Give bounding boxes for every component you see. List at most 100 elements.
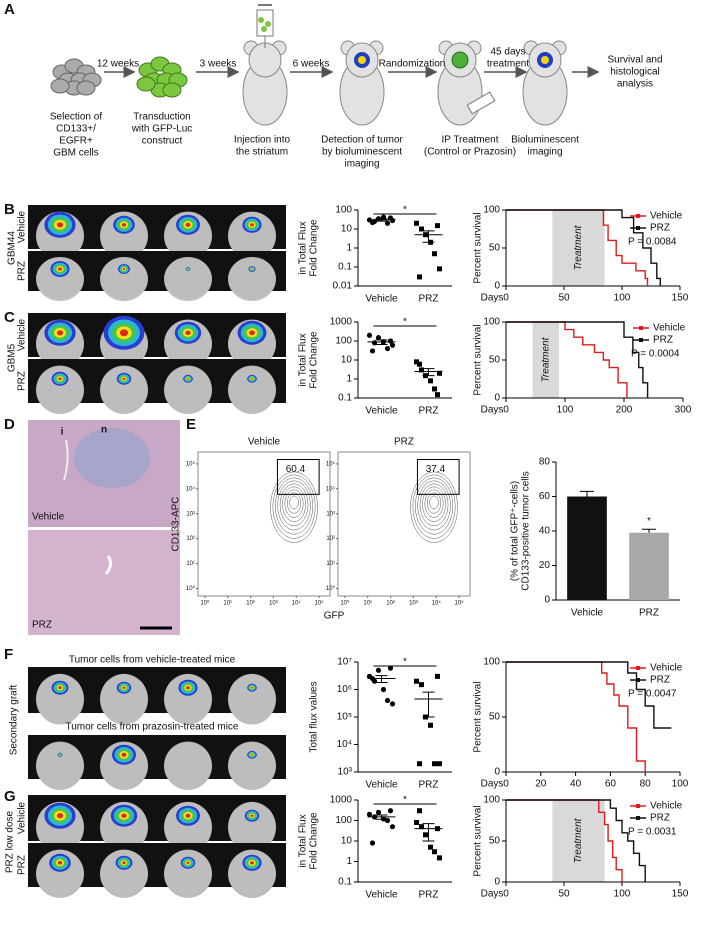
legend-marker (639, 338, 643, 342)
legend-marker (636, 214, 640, 218)
point (384, 817, 391, 824)
y-tick-label: 0.01 (333, 281, 353, 292)
survival-curve (506, 321, 628, 398)
x-tick-label: 60 (605, 779, 617, 790)
cell (162, 82, 182, 98)
mouse-head (164, 257, 212, 301)
mouse-head (164, 673, 212, 725)
error-bar (642, 528, 656, 533)
mouse-head (36, 673, 84, 725)
mouse-head (100, 257, 148, 301)
step-caption: Selection of (50, 112, 102, 123)
flow-plot (336, 451, 471, 598)
plot-frame (197, 451, 331, 597)
point (419, 824, 424, 830)
bioluminescence (185, 330, 191, 335)
y-axis-label: Fold Change (309, 219, 320, 277)
mouse-injection (242, 40, 288, 126)
treatment-window (532, 322, 560, 398)
point (369, 840, 376, 846)
y-tick-label: 0 (544, 595, 550, 606)
y-tick-label: 10 (341, 836, 353, 847)
error-bar (580, 490, 594, 497)
image-panel-f (28, 667, 286, 790)
flow-plot (196, 451, 331, 598)
legend-label: Vehicle (650, 801, 683, 812)
y-axis-label: in Total Flux (298, 333, 309, 386)
point (437, 370, 442, 376)
point (375, 335, 382, 341)
point (375, 809, 382, 815)
point (366, 811, 373, 817)
y-tick-label: 10³ (186, 511, 195, 517)
y-tick-label: 100 (483, 317, 500, 328)
bioluminescence (121, 223, 127, 227)
bioluminescence (251, 378, 253, 380)
mouse-head (36, 741, 84, 790)
density-contour (289, 495, 299, 510)
y-tick-label: 1 (346, 374, 352, 385)
row-label: Vehicle (17, 318, 28, 351)
y-tick-label: 10⁴ (186, 485, 196, 492)
x-tick-label: PRZ (419, 780, 439, 791)
p-value: P = 0.0084 (628, 237, 677, 248)
x-tick-label: PRZ (419, 890, 439, 901)
bioluminescence (186, 686, 190, 690)
histology (28, 420, 180, 635)
x-axis-label: GFP (324, 611, 345, 622)
x-tick-label: 50 (558, 293, 570, 304)
point (417, 761, 422, 767)
y-axis-label: (% of total GFP⁺-cells) (510, 481, 521, 581)
mouse-head (100, 365, 148, 414)
row-label: Vehicle (17, 801, 28, 834)
density-contour (286, 492, 302, 514)
treatment-label: Treatment (573, 224, 584, 270)
treatment-window (552, 210, 605, 286)
step-caption: with GFP-Luc (131, 124, 193, 135)
bar-plot (552, 461, 680, 601)
arrow-label: 45 days (490, 47, 525, 58)
bioluminescence (249, 330, 255, 336)
point (432, 849, 437, 855)
y-tick-label: 10³ (326, 511, 335, 517)
x-tick-label: 0 (503, 779, 509, 790)
bioluminescence (250, 814, 254, 817)
bioluminescence (121, 752, 127, 757)
cells-in-syringe (265, 21, 271, 27)
gate-value: 37.4 (426, 464, 446, 475)
tumor-signal-core (358, 56, 366, 64)
point (414, 678, 419, 684)
survival-curve (506, 799, 623, 882)
row-label: Tumor cells from prazosin-treated mice (65, 722, 238, 733)
cell (76, 80, 96, 96)
y-tick-label: 60 (539, 491, 551, 502)
bioluminescence (121, 813, 127, 818)
point (414, 220, 419, 226)
legend-label: Vehicle (653, 323, 686, 334)
y-tick-label: 10² (186, 536, 195, 542)
point (417, 361, 422, 367)
significance: * (403, 205, 407, 216)
y-tick-label: 20 (539, 560, 551, 571)
row-label: Vehicle (17, 210, 28, 243)
bioluminescence (187, 378, 189, 380)
step-caption: IP Treatment (441, 135, 498, 146)
x-tick-label: 10² (246, 601, 255, 607)
mouse-head (100, 211, 148, 260)
y-axis-label: CD133-APC (171, 496, 182, 551)
step-caption: analysis (617, 79, 653, 90)
image-panel-g (28, 795, 286, 898)
density-contour (410, 471, 458, 543)
mouse-head (36, 365, 84, 414)
point (432, 251, 437, 257)
point (435, 392, 440, 398)
x-tick-label: PRZ (639, 608, 659, 619)
panel-letter: A (4, 1, 15, 18)
treatment-label: Treatment (573, 817, 584, 863)
y-axis-label: in Total Flux (298, 814, 309, 867)
y-tick-label: 10 (341, 224, 353, 235)
point (380, 686, 387, 693)
density-contour (274, 477, 314, 535)
bioluminescence (251, 754, 253, 756)
y-tick-label: 10⁵ (186, 460, 196, 467)
